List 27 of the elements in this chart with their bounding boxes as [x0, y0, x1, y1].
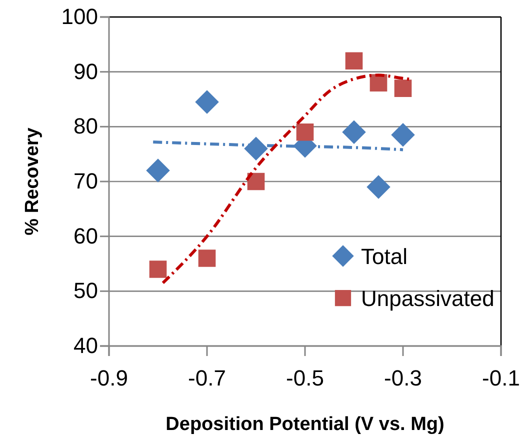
y-tick-label: 50	[74, 278, 98, 304]
y-tick-label: 90	[74, 58, 98, 84]
y-tick-label: 60	[74, 223, 98, 248]
legend-label: Total	[361, 244, 408, 269]
y-axis-title: % Recovery	[22, 127, 43, 236]
y-tick-label: 80	[74, 114, 98, 139]
y-tick-label: 100	[61, 4, 98, 30]
x-tick-label: -0.3	[384, 366, 422, 391]
point	[342, 120, 366, 144]
x-tick-label: -0.1	[482, 366, 520, 391]
y-tick-label: 70	[74, 168, 98, 194]
x-tick-label: -0.5	[286, 366, 324, 391]
point	[370, 74, 388, 92]
legend-label: Unpassivated	[361, 286, 494, 311]
x-axis-title: Deposition Potential (V vs. Mg)	[166, 414, 444, 435]
point	[391, 123, 415, 147]
point	[198, 250, 216, 267]
point	[195, 90, 219, 114]
x-tick-label: -0.7	[188, 366, 226, 391]
x-tick-label: -0.9	[90, 366, 128, 391]
point	[149, 260, 167, 278]
point	[366, 175, 390, 199]
point	[345, 52, 363, 70]
point	[146, 158, 170, 182]
y-tick-label: 40	[74, 333, 98, 358]
point	[296, 123, 314, 141]
point	[394, 80, 412, 97]
